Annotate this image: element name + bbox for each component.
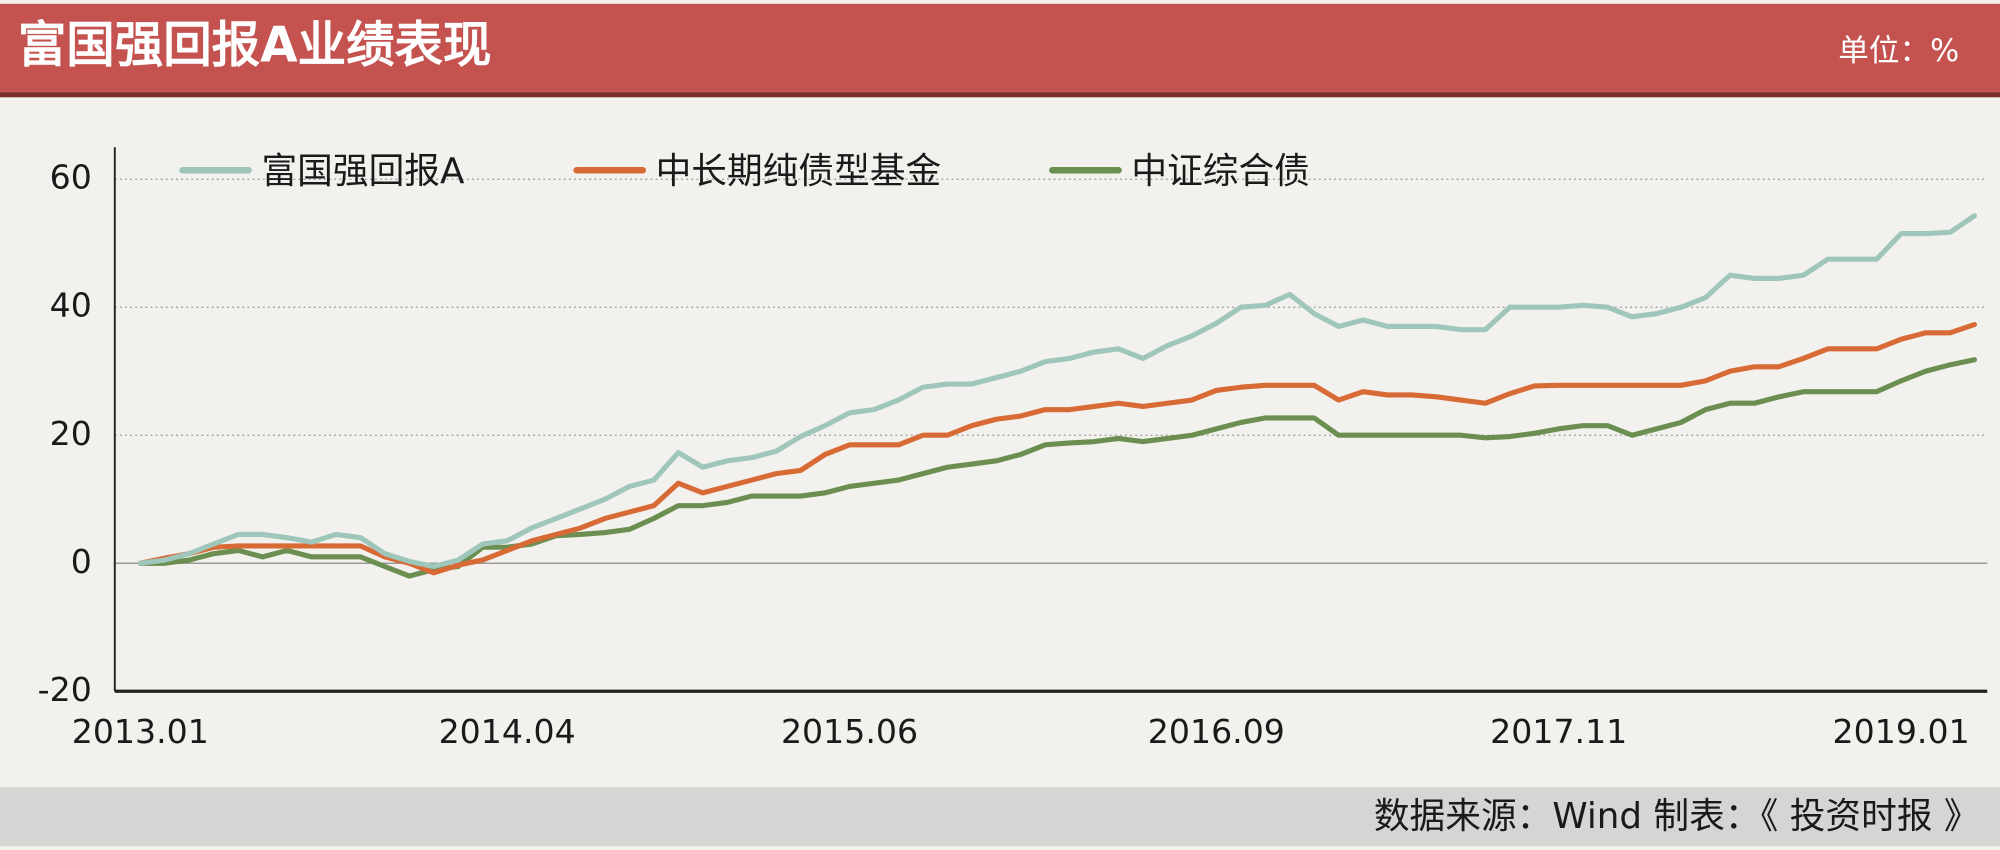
chart-title: 富国强回报A业绩表现 bbox=[18, 18, 492, 74]
series-line bbox=[137, 213, 1978, 570]
x-tick-label: 2017.11 bbox=[1490, 712, 1627, 751]
unit-label: 单位：% bbox=[1838, 34, 1959, 69]
y-tick-label: 40 bbox=[50, 286, 92, 325]
legend-label: 中证综合债 bbox=[1131, 151, 1310, 192]
legend-label: 中长期纯债型基金 bbox=[656, 151, 942, 192]
y-tick-label: 0 bbox=[71, 542, 92, 581]
x-tick-label: 2015.06 bbox=[781, 712, 918, 751]
y-tick-label: 20 bbox=[50, 414, 92, 453]
header-rule bbox=[0, 92, 2000, 98]
x-tick-label: 2019.01 bbox=[1833, 712, 1970, 751]
y-tick-label: 60 bbox=[50, 158, 92, 197]
x-tick-label: 2016.09 bbox=[1148, 712, 1285, 751]
legend-label: 富国强回报A bbox=[261, 151, 464, 192]
source-note: 数据来源：Wind 制表：《 投资时报 》 bbox=[1374, 796, 1980, 837]
x-tick-label: 2013.01 bbox=[72, 712, 209, 751]
series-line bbox=[137, 321, 1978, 576]
x-tick-label: 2014.04 bbox=[439, 712, 576, 751]
footer-bar bbox=[0, 787, 2000, 847]
header-bar bbox=[0, 3, 2000, 93]
y-tick-label: -20 bbox=[38, 670, 92, 709]
